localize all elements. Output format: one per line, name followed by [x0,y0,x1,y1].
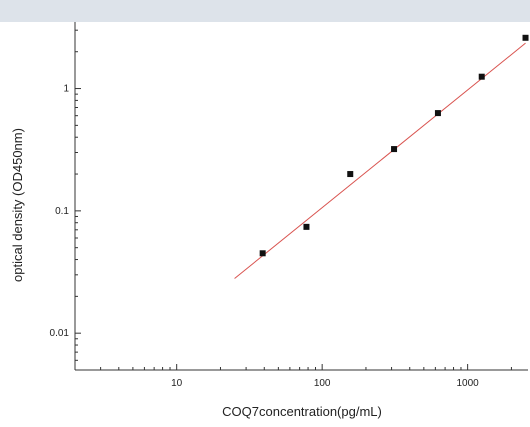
data-point [303,223,310,230]
y-tick-label: 1 [63,84,69,95]
data-point [347,171,354,178]
data-point [391,146,398,153]
x-tick-label: 1000 [457,378,480,389]
fit-line [234,42,526,279]
data-point [478,73,485,80]
y-axis-label: optical density (OD450nm) [10,128,25,282]
data-point [522,34,529,41]
data-point [434,110,441,117]
y-tick-label: 0.01 [50,328,70,339]
x-tick-label: 10 [171,378,183,389]
x-tick-label: 100 [314,378,331,389]
top-header-strip [0,0,530,22]
data-points [259,34,529,257]
data-point [259,250,266,257]
axes: 10 100 1000 0.01 0.1 1 [50,22,528,389]
x-axis-label: COQ7concentration(pg/mL) [222,404,382,419]
fit-line-group [234,42,526,279]
y-tick-label: 0.1 [55,206,69,217]
